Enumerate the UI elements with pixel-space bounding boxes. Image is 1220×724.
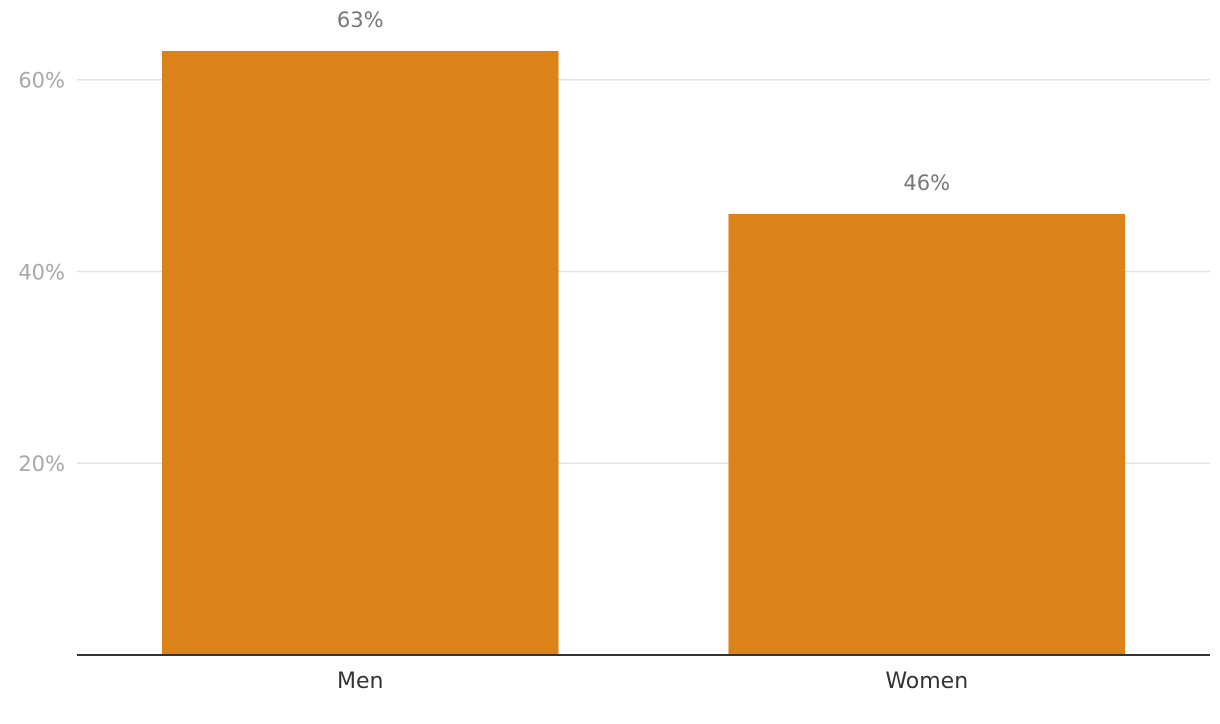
bar — [728, 213, 1126, 656]
bar — [161, 50, 559, 656]
x-tick-label: Women — [885, 669, 968, 694]
value-label: 63% — [337, 8, 384, 32]
y-tick-label: 60% — [18, 69, 65, 93]
y-tick-label: 40% — [18, 260, 65, 284]
y-tick-label: 20% — [18, 452, 65, 476]
value-label: 46% — [903, 171, 950, 195]
x-tick-label: Men — [337, 669, 383, 694]
